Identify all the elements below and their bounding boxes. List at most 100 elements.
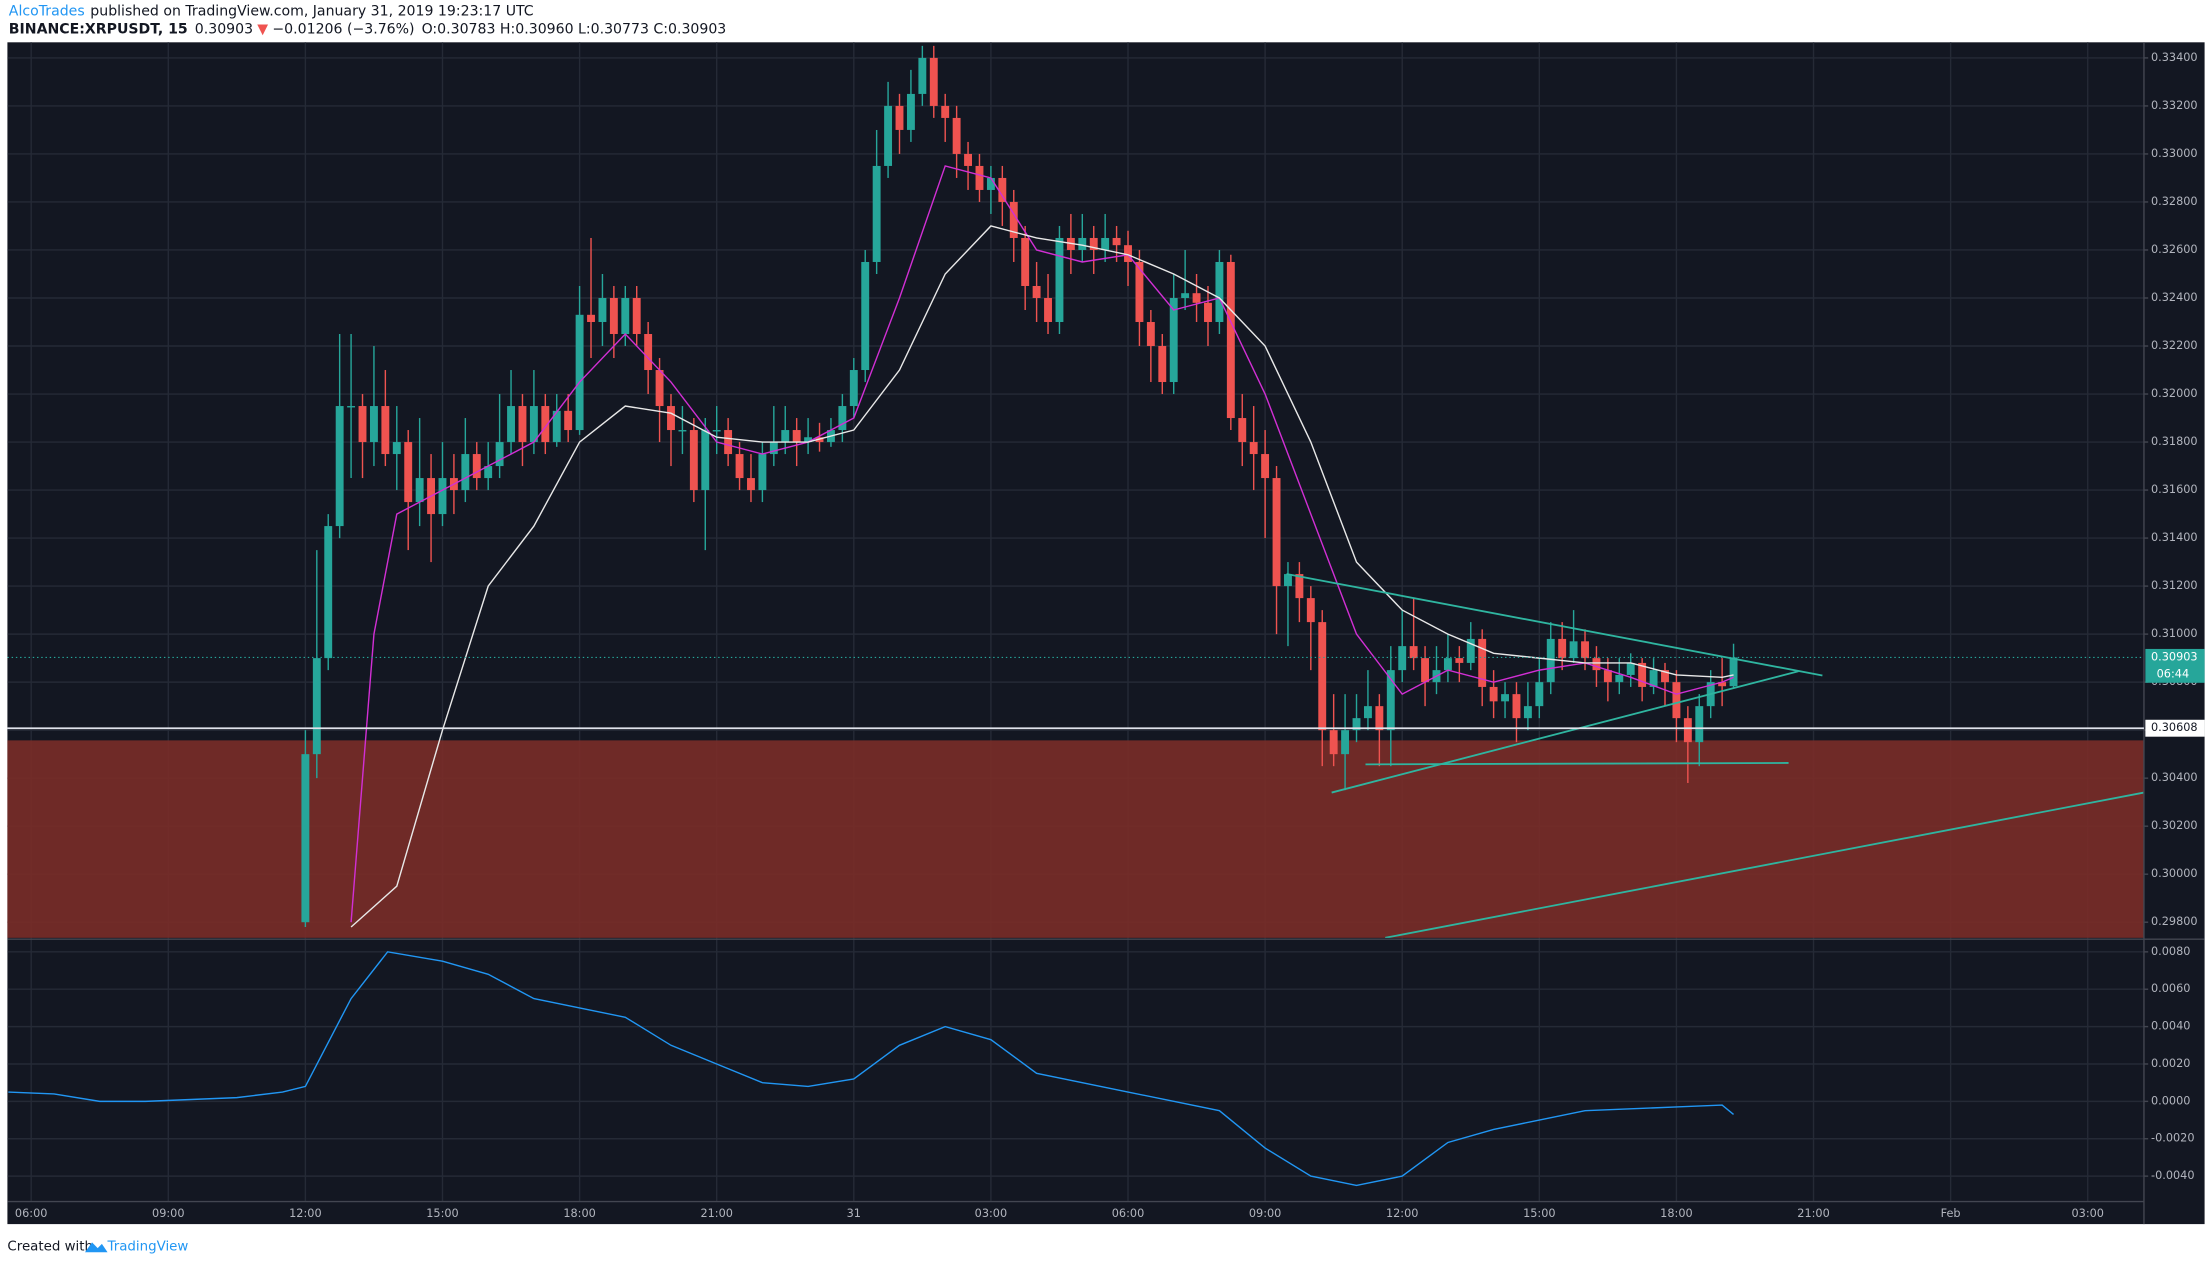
y-tick-label: 0.31400	[2151, 531, 2198, 544]
candle-body	[438, 478, 447, 515]
trendlines	[1286, 573, 2144, 938]
candle-body	[598, 297, 607, 323]
last-price-box	[2145, 648, 2205, 683]
candle-body	[1055, 237, 1064, 323]
candle-body	[689, 430, 698, 491]
header-line-1: AlcoTrades published on TradingView.com, …	[9, 3, 534, 19]
candle-body	[1078, 237, 1087, 250]
candle-body	[1146, 322, 1155, 347]
candle-body	[415, 478, 424, 503]
candle-body	[1512, 694, 1521, 719]
candle-body	[1181, 293, 1190, 298]
candle-body	[1352, 718, 1361, 731]
last-price-label: 0.30903	[2151, 650, 2198, 663]
y-tick-label: 0.32800	[2151, 195, 2198, 208]
countdown: 06:44	[2157, 667, 2189, 680]
trendline	[1365, 762, 1789, 766]
candle-body	[1569, 641, 1578, 659]
y-tick-label: 0.31200	[2151, 579, 2198, 592]
candle-body	[929, 57, 938, 106]
x-tick-label: Feb	[1941, 1207, 1961, 1220]
candle-body	[735, 454, 744, 479]
x-tick-label: 03:00	[975, 1207, 1007, 1220]
candle-body	[941, 105, 950, 118]
x-tick-label: 21:00	[700, 1207, 732, 1220]
candle-body	[1272, 478, 1281, 587]
candle-body	[1226, 261, 1235, 419]
candle-body	[1581, 641, 1589, 659]
oscillator-pane	[8, 951, 1734, 1187]
candle-body	[335, 406, 344, 527]
candle-body	[369, 406, 378, 443]
candle-body	[529, 406, 538, 443]
candle-body	[1501, 694, 1509, 702]
candle-body	[301, 754, 310, 923]
candle-body	[1718, 682, 1727, 687]
candle-body	[667, 406, 675, 431]
candle-body	[1169, 297, 1178, 383]
candle-body	[1112, 237, 1121, 246]
candle-body	[1615, 674, 1624, 683]
candle-body	[1249, 442, 1258, 455]
candle-body	[792, 430, 801, 443]
osc-tick-label: 0.0040	[2151, 1020, 2190, 1033]
candle-body	[1158, 346, 1167, 383]
x-tick-label: 12:00	[289, 1207, 321, 1220]
candle-body	[861, 261, 870, 371]
candle-body	[1626, 662, 1635, 675]
candle-body	[472, 454, 481, 479]
candle-body	[1089, 237, 1098, 250]
level-box	[2145, 719, 2205, 737]
candle-body	[906, 93, 915, 130]
candle-body	[1489, 686, 1498, 702]
y-tick-label: 0.32400	[2151, 291, 2198, 304]
x-tick-label: 21:00	[1797, 1207, 1829, 1220]
author[interactable]: AlcoTrades	[9, 3, 85, 19]
candle-body	[678, 430, 687, 432]
y-tick-label: 0.30400	[2151, 771, 2198, 784]
candle-body	[1695, 706, 1704, 743]
candle-body	[1306, 598, 1315, 623]
candle-body	[358, 406, 367, 443]
candle-body	[1238, 418, 1247, 443]
ohlc: O:0.30783 H:0.30960 L:0.30773 C:0.30903	[422, 22, 727, 38]
candle-body	[484, 466, 493, 479]
osc-tick-label: 0.0080	[2151, 945, 2190, 958]
change: −0.01206 (−3.76%)	[272, 22, 414, 38]
candle-body	[758, 454, 767, 491]
footer-brand[interactable]: TradingView	[107, 1240, 189, 1255]
candle-body	[347, 406, 356, 408]
candle-body	[895, 105, 904, 130]
candle-body	[495, 442, 504, 467]
osc-tick-label: -0.0020	[2151, 1132, 2194, 1145]
level-label: 0.30608	[2151, 721, 2198, 734]
y-tick-label: 0.33400	[2151, 51, 2198, 64]
y-tick-label: 0.29800	[2151, 915, 2198, 928]
tv-logo	[84, 1242, 108, 1253]
candle-body	[1341, 730, 1350, 755]
candle-body	[312, 658, 321, 755]
price-pane	[7, 45, 2144, 928]
y-tick-label: 0.31600	[2151, 483, 2198, 496]
last: 0.30903	[195, 22, 253, 38]
candle-body	[552, 410, 561, 443]
osc-tick-label: 0.0020	[2151, 1057, 2190, 1070]
candle-body	[507, 406, 515, 443]
candle-body	[952, 117, 961, 154]
demand-zone	[7, 740, 2144, 938]
candle-body	[1421, 658, 1430, 683]
x-tick-label: 06:00	[1112, 1207, 1144, 1220]
candle-body	[1546, 638, 1555, 683]
candle-body	[1329, 730, 1338, 755]
osc-tick-label: -0.0040	[2151, 1169, 2194, 1182]
candle-body	[1649, 670, 1658, 687]
y-tick-label: 0.30200	[2151, 819, 2198, 832]
candle-body	[1204, 302, 1212, 323]
oscillator-line	[8, 951, 1734, 1187]
candle-body	[1478, 638, 1487, 687]
x-tick-label: 18:00	[563, 1207, 595, 1220]
candle-body	[964, 153, 973, 166]
trendline	[1385, 791, 2144, 938]
moving-average	[350, 165, 1734, 923]
